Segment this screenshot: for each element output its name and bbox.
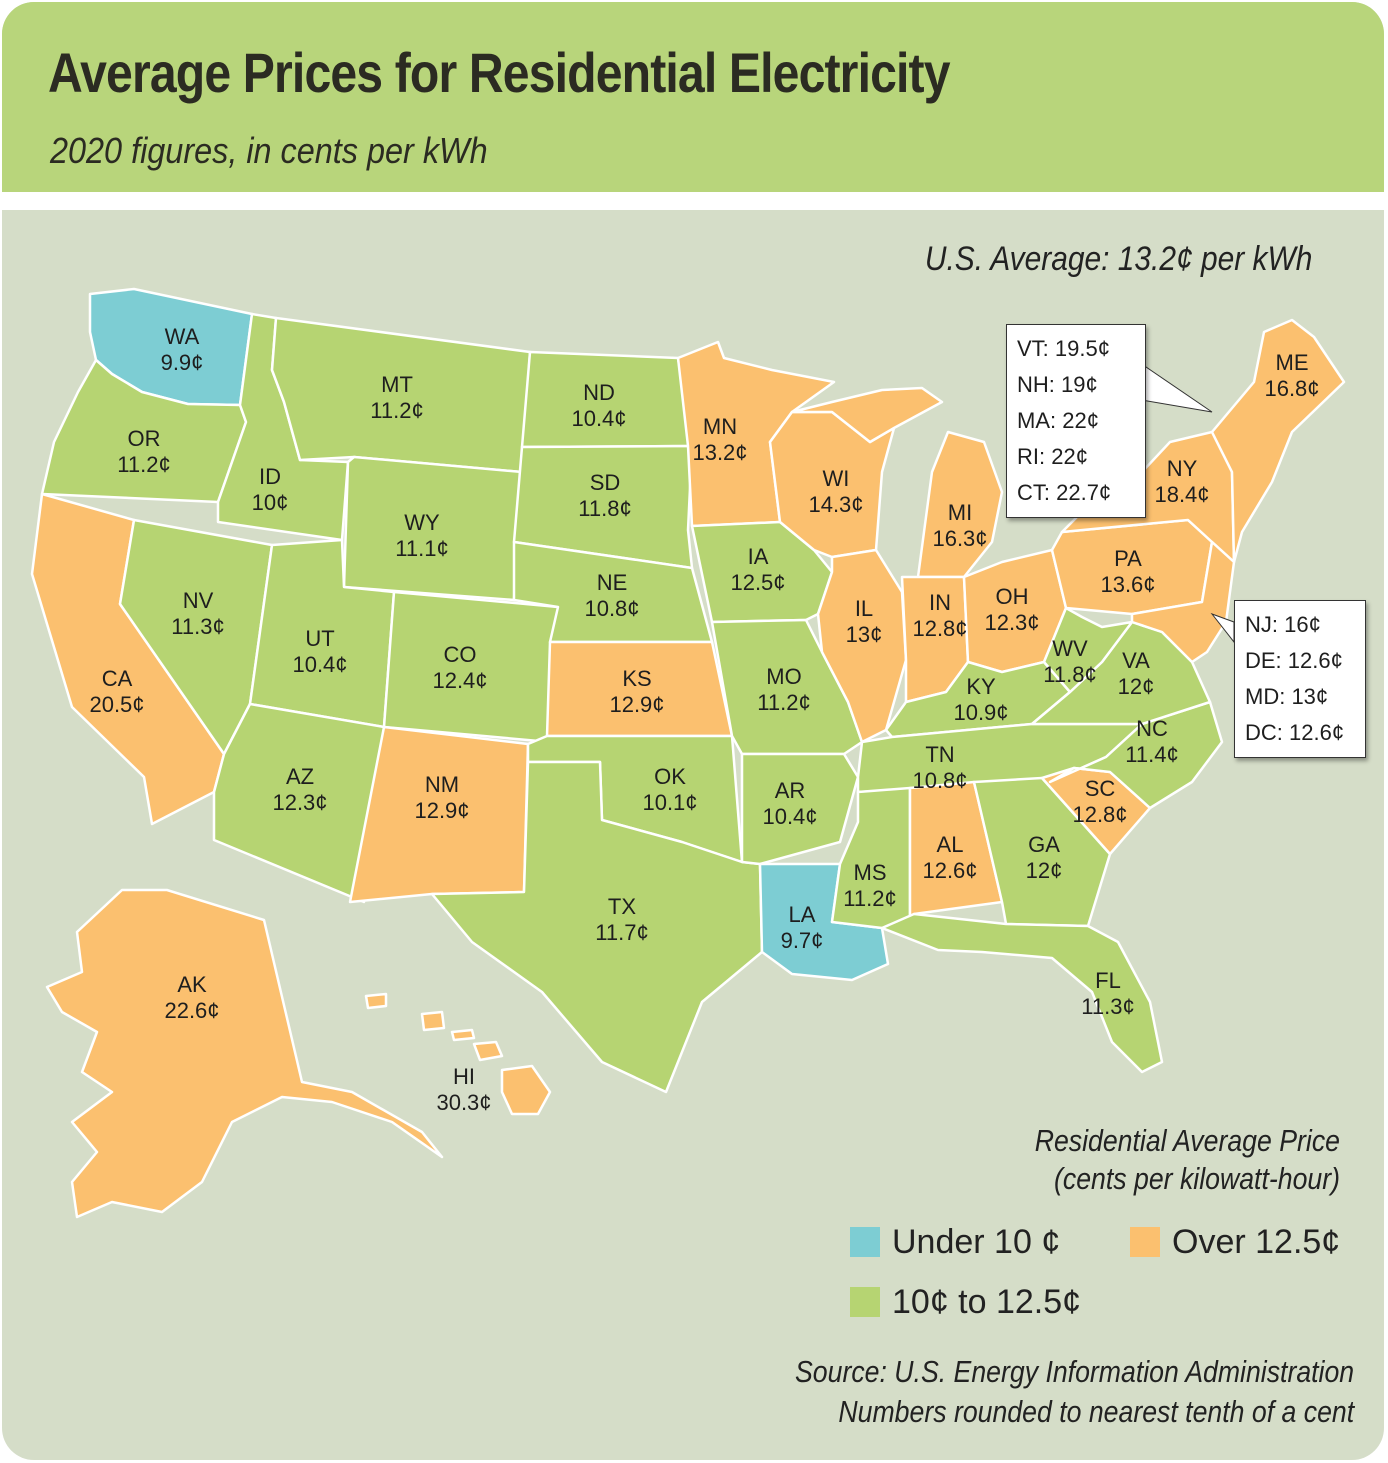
label-il: IL 13¢ bbox=[845, 596, 883, 647]
source-line: Source: U.S. Energy Information Administ… bbox=[794, 1354, 1354, 1389]
label-mt: MT 11.2¢ bbox=[370, 372, 424, 423]
label-tx: TX 11.7¢ bbox=[595, 894, 649, 945]
legend-label: 10¢ to 12.5¢ bbox=[892, 1283, 1082, 1321]
page-title: Average Prices for Residential Electrici… bbox=[48, 41, 951, 104]
label-va: VA 12¢ bbox=[1117, 648, 1155, 699]
label-ok: OK 10.1¢ bbox=[642, 764, 698, 815]
label-wi: WI 14.3¢ bbox=[808, 466, 864, 517]
us-average: U.S. Average: 13.2¢ per kWh bbox=[924, 240, 1312, 278]
callout-mid-atlantic: NJ: 16¢ DE: 12.6¢ MD: 13¢ DC: 12.6¢ bbox=[1234, 600, 1366, 758]
label-tn: TN 10.8¢ bbox=[912, 742, 968, 793]
state-tx bbox=[430, 760, 764, 1094]
state-sd bbox=[512, 444, 694, 570]
state-hi-maui bbox=[472, 1040, 504, 1062]
label-or: OR 11.2¢ bbox=[117, 426, 171, 477]
state-hi-big bbox=[500, 1064, 552, 1116]
source-line: Numbers rounded to nearest tenth of a ce… bbox=[838, 1394, 1354, 1429]
label-la: LA 9.7¢ bbox=[780, 902, 824, 953]
legend-over-12-5: Over 12.5¢ bbox=[1130, 1224, 1340, 1260]
label-al: AL 12.6¢ bbox=[922, 832, 978, 883]
callout-line: NH: 19¢ bbox=[1017, 372, 1098, 397]
callout-line: MA: 22¢ bbox=[1017, 408, 1099, 433]
callout-line: MD: 13¢ bbox=[1245, 684, 1329, 709]
label-nv: NV 11.3¢ bbox=[171, 588, 225, 639]
legend-swatch-under-10 bbox=[850, 1227, 880, 1257]
page-subtitle: 2020 figures, in cents per kWh bbox=[50, 130, 488, 171]
state-wv bbox=[1042, 606, 1134, 694]
label-mo: MO 11.2¢ bbox=[757, 664, 811, 715]
callout-line: VT: 19.5¢ bbox=[1017, 336, 1110, 361]
header-divider bbox=[2, 192, 1384, 210]
label-ms: MS 11.2¢ bbox=[843, 860, 897, 911]
label-co: CO 12.4¢ bbox=[432, 642, 488, 693]
label-ca: CA 20.5¢ bbox=[89, 666, 145, 717]
label-fl: FL 11.3¢ bbox=[1081, 968, 1135, 1019]
legend-title-line: Residential Average Price bbox=[1034, 1123, 1340, 1158]
source-note: Source: U.S. Energy Information Administ… bbox=[795, 1352, 1354, 1432]
label-ne: NE 10.8¢ bbox=[584, 570, 640, 621]
callout-line: DC: 12.6¢ bbox=[1245, 720, 1345, 745]
label-wa: WA 9.9¢ bbox=[160, 324, 204, 375]
label-sd: SD 11.8¢ bbox=[578, 470, 632, 521]
callout-line: DE: 12.6¢ bbox=[1245, 648, 1343, 673]
label-id: ID 10¢ bbox=[251, 464, 289, 515]
label-pa: PA 13.6¢ bbox=[1100, 546, 1156, 597]
label-hi: HI 30.3¢ bbox=[436, 1064, 492, 1115]
callout-line: CT: 22.7¢ bbox=[1017, 480, 1112, 505]
label-ny: NY 18.4¢ bbox=[1154, 456, 1210, 507]
state-ak bbox=[45, 888, 444, 1219]
label-nm: NM 12.9¢ bbox=[414, 772, 470, 823]
state-al bbox=[908, 780, 1004, 940]
legend-swatch-mid bbox=[850, 1287, 880, 1317]
label-sc: SC 12.8¢ bbox=[1072, 776, 1128, 827]
legend-label: Under 10 ¢ bbox=[892, 1223, 1061, 1261]
label-me: ME 16.8¢ bbox=[1264, 350, 1320, 401]
state-hi-molokai bbox=[450, 1028, 476, 1042]
callout-line: NJ: 16¢ bbox=[1245, 612, 1321, 637]
label-ar: AR 10.4¢ bbox=[762, 778, 818, 829]
state-mi-upper bbox=[790, 386, 944, 444]
state-hi-kauai bbox=[364, 992, 388, 1010]
label-wv: WV 11.8¢ bbox=[1043, 636, 1097, 687]
state-hi-oahu bbox=[420, 1010, 446, 1032]
label-nd: ND 10.4¢ bbox=[571, 380, 627, 431]
label-ut: UT 10.4¢ bbox=[292, 626, 348, 677]
state-nc bbox=[1048, 700, 1224, 810]
label-oh: OH 12.3¢ bbox=[984, 584, 1040, 635]
legend-title: Residential Average Price (cents per kil… bbox=[1035, 1122, 1340, 1198]
label-ky: KY 10.9¢ bbox=[953, 674, 1009, 725]
state-new-england bbox=[1210, 318, 1346, 564]
legend-swatch-over-12-5 bbox=[1130, 1227, 1160, 1257]
callout-line: RI: 22¢ bbox=[1017, 444, 1088, 469]
header-band bbox=[2, 2, 1384, 192]
state-mid-atlantic bbox=[1130, 540, 1236, 664]
label-ia: IA 12.5¢ bbox=[730, 544, 786, 595]
callout-new-england: VT: 19.5¢ NH: 19¢ MA: 22¢ RI: 22¢ CT: 22… bbox=[1006, 324, 1146, 518]
state-fl bbox=[880, 912, 1164, 1074]
label-ak: AK 22.6¢ bbox=[164, 972, 220, 1023]
label-ks: KS 12.9¢ bbox=[609, 666, 665, 717]
legend-mid: 10¢ to 12.5¢ bbox=[850, 1284, 1081, 1320]
state-ar bbox=[740, 752, 860, 866]
legend-under-10: Under 10 ¢ bbox=[850, 1224, 1060, 1260]
label-nc: NC 11.4¢ bbox=[1125, 716, 1179, 767]
label-in: IN 12.8¢ bbox=[912, 590, 968, 641]
legend-label: Over 12.5¢ bbox=[1172, 1223, 1341, 1261]
legend-title-line: (cents per kilowatt-hour) bbox=[1054, 1161, 1340, 1196]
label-wy: WY 11.1¢ bbox=[395, 510, 449, 561]
state-wy bbox=[342, 455, 524, 602]
label-az: AZ 12.3¢ bbox=[272, 764, 328, 815]
label-ga: GA 12¢ bbox=[1025, 832, 1063, 883]
label-mn: MN 13.2¢ bbox=[692, 414, 748, 465]
label-mi: MI 16.3¢ bbox=[932, 500, 988, 551]
